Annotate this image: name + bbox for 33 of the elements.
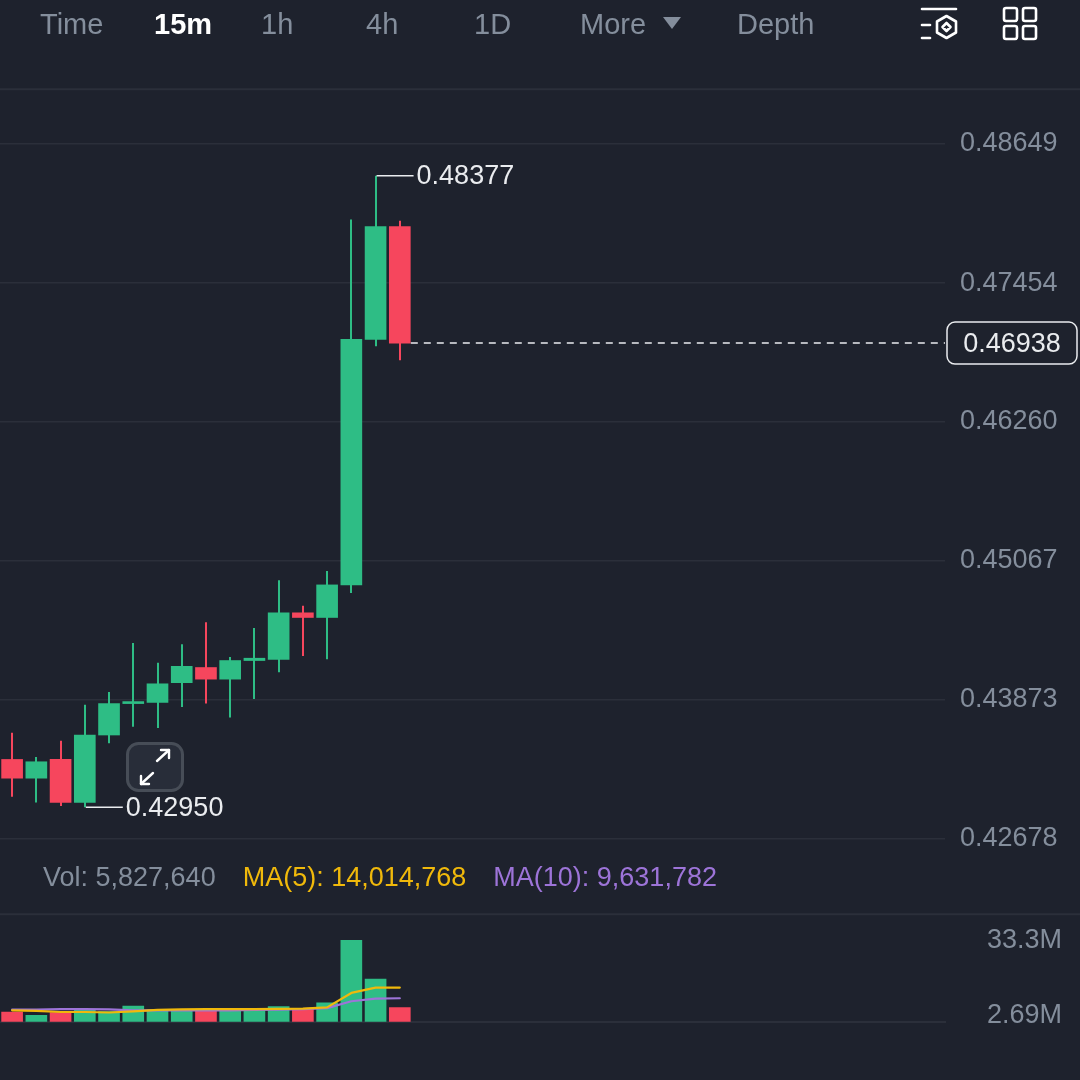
y-tick-label: 0.43873 bbox=[960, 683, 1058, 714]
text: Vol: 5,827,640 bbox=[43, 862, 216, 892]
y-tick-label: 0.45067 bbox=[960, 544, 1058, 575]
y-tick-label: 0.48649 bbox=[960, 127, 1058, 158]
candlestick bbox=[219, 656, 242, 719]
text: MA(10): 9,631,782 bbox=[493, 862, 717, 892]
text: 1D bbox=[474, 7, 512, 41]
candlestick bbox=[243, 626, 266, 700]
candlestick bbox=[170, 643, 193, 709]
ref-line-label: 0.46938 bbox=[963, 327, 1061, 358]
annotation: 0.48377 bbox=[416, 160, 515, 191]
text: Time bbox=[40, 7, 104, 41]
y-tick-label: 0.42678 bbox=[960, 822, 1058, 853]
y-tick-label: 0.46260 bbox=[960, 405, 1058, 436]
text: 15m bbox=[154, 7, 213, 41]
text: 4h bbox=[366, 7, 399, 41]
y-tick-label: 0.47454 bbox=[960, 266, 1058, 297]
bar bbox=[340, 940, 363, 1022]
text: MA(5): 14,014,768 bbox=[242, 862, 467, 892]
text: Depth bbox=[737, 7, 815, 41]
y-tick-label: 2.69M bbox=[987, 998, 1063, 1029]
candlestick bbox=[25, 756, 48, 804]
bar bbox=[388, 1007, 411, 1022]
candlestick bbox=[195, 621, 217, 705]
y-tick-label: 33.3M bbox=[987, 923, 1063, 954]
text: More bbox=[580, 7, 647, 41]
candlestick bbox=[122, 642, 145, 728]
candlestick bbox=[1, 731, 23, 798]
annotation: 0.42950 bbox=[125, 791, 224, 822]
text: 1h bbox=[261, 7, 294, 41]
candlestick bbox=[146, 661, 169, 730]
bar bbox=[1, 1011, 23, 1022]
candlestick bbox=[292, 604, 314, 657]
